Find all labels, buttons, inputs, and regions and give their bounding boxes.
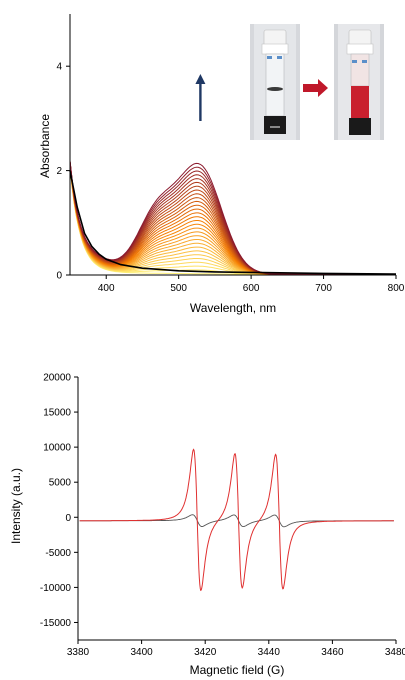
epr-x-tick-label: 3460 bbox=[321, 647, 344, 658]
uvvis-x-axis-label: Wavelength, nm bbox=[190, 301, 276, 315]
uvvis-baseline-curve bbox=[69, 170, 397, 275]
uvvis-y-tick-label: 2 bbox=[56, 166, 62, 177]
uvvis-x-tick-label: 800 bbox=[388, 283, 405, 294]
increase-arrow-head bbox=[195, 74, 206, 85]
increase-arrow bbox=[195, 74, 206, 122]
cuvette-photo-after bbox=[334, 24, 384, 140]
epr-y-tick-label: -10000 bbox=[40, 583, 72, 594]
uvvis-x-tick-label: 500 bbox=[170, 283, 187, 294]
epr-series-red bbox=[79, 448, 394, 592]
epr-y-tick-label: -15000 bbox=[40, 618, 72, 629]
epr-chart: 3380 3400 3420 3440 3460 3480 -15000 -10000 -500… bbox=[9, 373, 405, 678]
epr-x-tick-label: 3480 bbox=[385, 647, 405, 658]
epr-x-tick-label: 3420 bbox=[194, 647, 217, 658]
epr-ticks: 3380 3400 3420 3440 3460 3480 -15000 -10000 -500… bbox=[40, 373, 405, 659]
epr-y-tick-label: 10000 bbox=[43, 443, 71, 454]
inset-photos bbox=[250, 24, 384, 140]
epr-series bbox=[79, 448, 394, 592]
epr-y-tick-label: 20000 bbox=[43, 373, 71, 384]
uvvis-y-axis-label: Absorbance bbox=[38, 114, 52, 178]
arrow-right-icon bbox=[303, 79, 328, 97]
epr-x-tick-label: 3380 bbox=[67, 647, 90, 658]
epr-y-tick-label: 15000 bbox=[43, 408, 71, 419]
uvvis-x-tick-label: 600 bbox=[243, 283, 260, 294]
uvvis-ticks: 400 500 600 700 800 0 2 4 bbox=[56, 62, 404, 294]
epr-y-tick-label: 5000 bbox=[49, 478, 72, 489]
uvvis-chart: 400 500 600 700 800 0 2 4 Wavelength, nm Absorb… bbox=[38, 14, 405, 315]
epr-axes bbox=[77, 377, 396, 641]
epr-y-axis-label: Intensity (a.u.) bbox=[9, 468, 23, 544]
cuvette-photo-before bbox=[250, 24, 300, 140]
epr-y-tick-label: -5000 bbox=[45, 548, 71, 559]
uvvis-x-tick-label: 400 bbox=[98, 283, 115, 294]
epr-x-axis-label: Magnetic field (G) bbox=[190, 663, 285, 677]
epr-x-tick-label: 3400 bbox=[130, 647, 153, 658]
epr-x-tick-label: 3440 bbox=[258, 647, 281, 658]
uvvis-axes bbox=[69, 14, 396, 276]
epr-y-tick-label: 0 bbox=[65, 513, 71, 524]
uvvis-y-tick-label: 4 bbox=[56, 62, 62, 73]
uvvis-x-tick-label: 700 bbox=[315, 283, 332, 294]
uvvis-curves bbox=[69, 160, 396, 276]
uvvis-y-tick-label: 0 bbox=[56, 271, 62, 282]
